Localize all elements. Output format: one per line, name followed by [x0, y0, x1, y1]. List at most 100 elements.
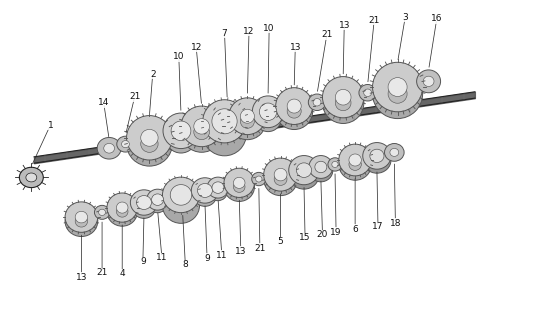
Ellipse shape — [349, 154, 362, 166]
Ellipse shape — [373, 69, 423, 119]
Ellipse shape — [209, 183, 227, 201]
Ellipse shape — [98, 209, 106, 215]
Ellipse shape — [166, 123, 196, 153]
Ellipse shape — [19, 167, 43, 188]
Ellipse shape — [370, 149, 384, 163]
Ellipse shape — [259, 103, 277, 121]
Ellipse shape — [104, 143, 114, 153]
Ellipse shape — [274, 173, 287, 185]
Ellipse shape — [363, 142, 391, 169]
Ellipse shape — [287, 104, 301, 118]
Text: 4: 4 — [119, 269, 125, 278]
Ellipse shape — [373, 62, 423, 112]
Ellipse shape — [163, 113, 199, 148]
Ellipse shape — [315, 161, 327, 173]
Text: 12: 12 — [190, 43, 202, 52]
Ellipse shape — [309, 156, 333, 178]
Text: 13: 13 — [235, 247, 247, 256]
Ellipse shape — [132, 197, 155, 218]
Ellipse shape — [95, 205, 110, 219]
Text: 20: 20 — [317, 230, 328, 239]
Ellipse shape — [152, 194, 164, 205]
Ellipse shape — [191, 178, 219, 203]
Ellipse shape — [141, 135, 158, 152]
Ellipse shape — [147, 189, 168, 210]
Text: 2: 2 — [150, 70, 155, 79]
Text: 6: 6 — [352, 225, 358, 234]
Ellipse shape — [323, 82, 364, 124]
Ellipse shape — [162, 177, 200, 213]
Ellipse shape — [234, 181, 245, 192]
Ellipse shape — [264, 158, 298, 191]
Ellipse shape — [203, 113, 246, 156]
Ellipse shape — [323, 76, 364, 118]
Text: 5: 5 — [278, 237, 283, 246]
Ellipse shape — [107, 197, 137, 226]
Text: 15: 15 — [299, 233, 311, 242]
Ellipse shape — [121, 140, 130, 148]
Ellipse shape — [194, 119, 210, 134]
Ellipse shape — [107, 193, 137, 222]
Text: 19: 19 — [330, 228, 342, 237]
Text: 7: 7 — [222, 28, 228, 38]
Text: 13: 13 — [339, 21, 350, 30]
Ellipse shape — [75, 215, 88, 227]
Ellipse shape — [229, 103, 266, 140]
Text: 3: 3 — [403, 13, 408, 22]
Ellipse shape — [65, 202, 98, 232]
Text: 21: 21 — [369, 16, 380, 25]
Ellipse shape — [224, 172, 254, 202]
Ellipse shape — [234, 177, 245, 188]
Ellipse shape — [137, 196, 152, 210]
Ellipse shape — [141, 129, 158, 146]
Text: 13: 13 — [289, 43, 301, 52]
Text: 9: 9 — [140, 257, 146, 266]
Text: 21: 21 — [129, 92, 141, 101]
Ellipse shape — [276, 93, 313, 130]
Text: 10: 10 — [173, 52, 184, 61]
Ellipse shape — [335, 95, 351, 111]
Ellipse shape — [364, 89, 371, 96]
Text: 18: 18 — [389, 219, 401, 228]
Ellipse shape — [212, 182, 224, 193]
Ellipse shape — [224, 168, 254, 197]
Ellipse shape — [212, 109, 237, 134]
Ellipse shape — [417, 70, 440, 93]
Ellipse shape — [264, 163, 298, 196]
Text: 12: 12 — [243, 27, 255, 36]
Ellipse shape — [240, 109, 254, 123]
Ellipse shape — [65, 206, 98, 236]
Ellipse shape — [252, 172, 266, 186]
Ellipse shape — [349, 158, 362, 170]
Ellipse shape — [130, 190, 158, 215]
Ellipse shape — [148, 195, 167, 213]
Ellipse shape — [335, 89, 351, 105]
Ellipse shape — [171, 121, 191, 140]
Ellipse shape — [170, 185, 191, 205]
Ellipse shape — [197, 183, 212, 197]
Ellipse shape — [309, 94, 326, 110]
Ellipse shape — [328, 158, 342, 171]
Text: 11: 11 — [216, 251, 228, 260]
Ellipse shape — [207, 177, 229, 198]
Text: 8: 8 — [183, 260, 188, 269]
Ellipse shape — [193, 185, 217, 206]
Ellipse shape — [313, 99, 321, 106]
Ellipse shape — [339, 148, 371, 180]
Ellipse shape — [339, 144, 371, 176]
Ellipse shape — [287, 99, 301, 113]
Ellipse shape — [181, 106, 222, 147]
Ellipse shape — [296, 163, 312, 178]
Ellipse shape — [194, 124, 210, 140]
Text: 21: 21 — [321, 30, 333, 39]
Text: 21: 21 — [96, 268, 108, 277]
Ellipse shape — [75, 211, 88, 223]
Text: 13: 13 — [75, 273, 87, 282]
Ellipse shape — [252, 96, 284, 128]
Ellipse shape — [289, 156, 319, 185]
Ellipse shape — [274, 168, 287, 181]
Ellipse shape — [255, 176, 262, 182]
Text: 21: 21 — [254, 244, 266, 253]
Ellipse shape — [162, 188, 200, 223]
Ellipse shape — [388, 84, 407, 103]
